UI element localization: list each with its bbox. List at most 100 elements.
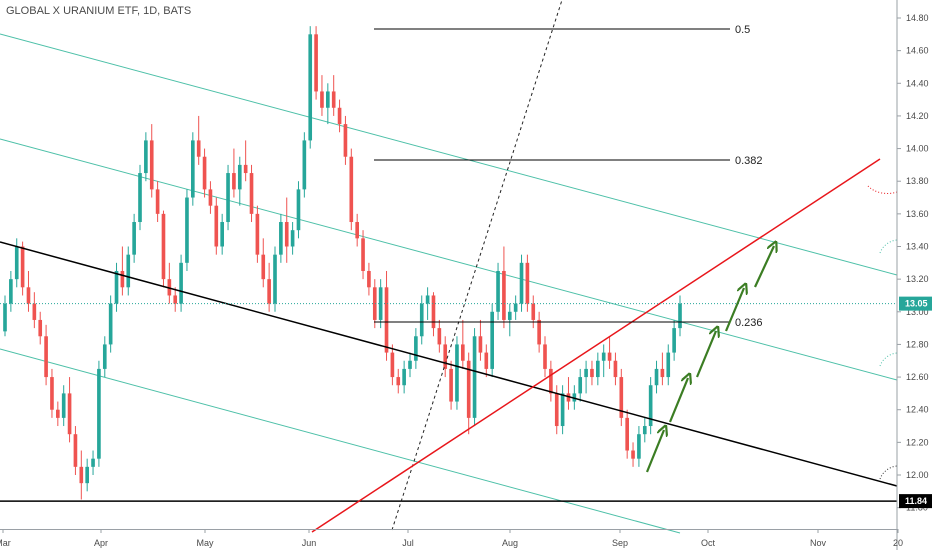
candle — [590, 360, 594, 386]
candle-body — [549, 368, 553, 394]
candle — [543, 336, 547, 378]
candle-body — [672, 328, 676, 353]
candle — [396, 368, 401, 394]
candle — [314, 26, 318, 100]
candle-body — [232, 173, 236, 190]
candle-body — [384, 287, 389, 353]
candle — [672, 319, 676, 361]
y-tick-label: 13.80 — [906, 176, 929, 186]
channel-line — [0, 33, 898, 276]
candle-body — [414, 336, 418, 361]
candle-body — [255, 213, 260, 255]
candle-body — [484, 352, 489, 369]
y-tick-label: 13.60 — [906, 209, 929, 219]
x-tick-label: Sep — [612, 538, 628, 548]
x-tick-label: Jun — [302, 538, 317, 548]
candle-body — [20, 246, 25, 288]
candle — [531, 295, 536, 329]
candle-body — [425, 295, 430, 304]
candle — [237, 156, 242, 206]
candle — [625, 409, 629, 459]
y-tick-label: 13.20 — [906, 274, 929, 284]
drawing-overlays: 0.5 0.382 0.236 — [0, 0, 898, 533]
candle — [607, 336, 612, 369]
candle — [443, 336, 448, 378]
candle-body — [513, 303, 518, 312]
candle-body — [149, 140, 154, 190]
candle-body — [185, 197, 189, 263]
candle-body — [320, 91, 324, 108]
candle — [102, 336, 107, 378]
candle — [372, 279, 377, 329]
candle — [185, 189, 189, 271]
x-tick-label: 20 — [893, 538, 903, 548]
candle-body — [678, 303, 682, 329]
candle — [296, 181, 301, 239]
y-tick-label: 12.40 — [906, 405, 929, 415]
candle — [355, 213, 359, 247]
support-price-badge — [899, 494, 932, 509]
x-tick-label: May — [196, 538, 214, 548]
candle-body — [191, 140, 195, 198]
candle — [537, 311, 541, 353]
candle-body — [237, 164, 242, 190]
candle — [402, 360, 406, 394]
downtrend-line — [0, 241, 898, 487]
candle — [601, 344, 606, 378]
candle — [513, 295, 518, 320]
candle — [255, 205, 260, 263]
candle-body — [38, 319, 43, 337]
candle-body — [419, 303, 424, 337]
candle-body — [261, 254, 266, 280]
y-tick-label: 12.20 — [906, 437, 929, 447]
candle-body — [91, 458, 95, 467]
candle — [67, 377, 72, 443]
candle-body — [543, 344, 547, 369]
candle — [202, 148, 207, 198]
candle — [126, 246, 131, 296]
candle — [284, 197, 289, 263]
candle-body — [97, 368, 101, 459]
candle-body — [32, 303, 37, 320]
candle — [308, 26, 313, 149]
candle-body — [478, 336, 483, 353]
candle — [642, 417, 647, 443]
candle-body — [220, 222, 224, 247]
candle-body — [601, 352, 606, 361]
candle — [91, 450, 95, 475]
candle-body — [67, 393, 72, 435]
candle — [519, 254, 524, 312]
candle-body — [44, 336, 48, 378]
candle-body — [566, 393, 571, 402]
channel-line — [0, 348, 681, 534]
candle-body — [226, 173, 230, 223]
candle-body — [455, 344, 459, 402]
candle-body — [660, 368, 665, 378]
y-tick-label: 12.80 — [906, 339, 929, 349]
candle-body — [9, 279, 13, 304]
candle-body — [490, 311, 494, 369]
candle-body — [431, 295, 436, 329]
candle-body — [637, 434, 641, 459]
candle — [490, 303, 494, 378]
candle — [484, 344, 489, 378]
candle-body — [3, 303, 7, 332]
candle-body — [584, 368, 588, 378]
candle-body — [642, 426, 647, 435]
projection-arrow — [724, 288, 744, 332]
candle-body — [279, 222, 283, 255]
channel-lines — [0, 33, 898, 534]
candle — [261, 238, 266, 288]
fib-level-label: 0.382 — [735, 155, 763, 167]
candle — [61, 385, 66, 427]
candle-body — [102, 344, 107, 369]
y-tick-label: 14.80 — [906, 13, 929, 23]
candle — [179, 254, 183, 312]
candle — [79, 450, 84, 500]
candle — [596, 352, 600, 386]
candle — [408, 352, 412, 378]
candle-body — [437, 328, 442, 345]
candle-body — [666, 352, 671, 378]
candle-body — [202, 156, 207, 190]
